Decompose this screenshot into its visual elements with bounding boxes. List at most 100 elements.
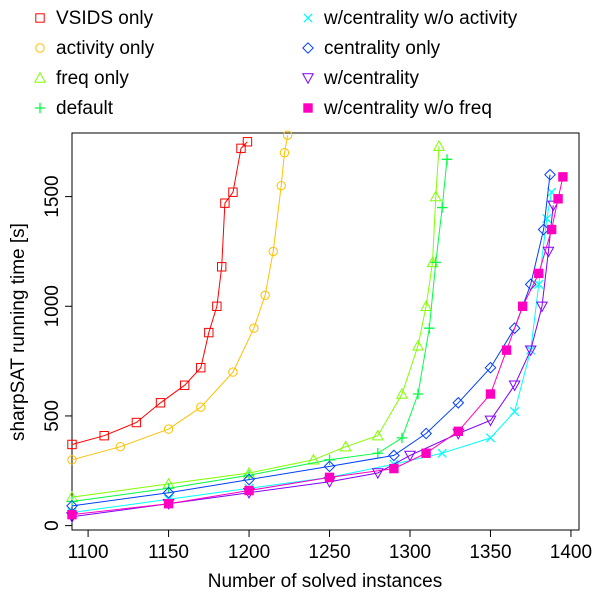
data-point <box>509 406 520 417</box>
x-axis: 1100 1150 1200 1250 1300 1350 1400 <box>68 530 592 563</box>
x-tick-label: 1300 <box>389 542 431 563</box>
data-point <box>542 246 555 258</box>
data-point <box>430 257 441 268</box>
plot-area <box>65 130 568 524</box>
data-point <box>429 190 442 202</box>
data-point <box>387 449 400 462</box>
legend-label-4: default <box>56 98 114 119</box>
data-point <box>371 429 384 441</box>
legend-marker-3 <box>33 71 47 83</box>
legend-symbol-3 <box>33 71 47 83</box>
series-line-1 <box>71 141 248 445</box>
legend-marker-6 <box>302 42 314 54</box>
data-point <box>508 380 521 392</box>
data-point <box>534 268 544 279</box>
data-point <box>228 367 238 377</box>
series-line-3 <box>71 146 440 498</box>
legend-label-3: freq only <box>56 68 129 89</box>
data-point <box>282 130 293 140</box>
data-point <box>501 345 512 355</box>
legend-symbol-4 <box>34 102 46 114</box>
data-point <box>411 339 425 351</box>
x-tick-label: 1400 <box>550 542 592 563</box>
y-tick-label: 500 <box>42 400 63 432</box>
legend-entry-6: centrality only <box>302 38 441 59</box>
data-point <box>163 498 174 509</box>
legend-entry-8: w/centrality w/o freq <box>303 98 492 119</box>
data-point <box>155 398 166 408</box>
legend-entry-3: freq only <box>33 68 129 89</box>
data-point <box>403 450 417 462</box>
data-point <box>484 361 497 374</box>
series-line-4 <box>71 159 448 502</box>
data-point <box>204 327 214 338</box>
legend-entry-5: w/centrality w/o activity <box>303 8 518 29</box>
series-8 <box>67 172 568 520</box>
x-tick-label: 1150 <box>148 542 189 563</box>
series-1 <box>67 137 253 450</box>
series-line-2 <box>71 135 289 461</box>
legend-symbol-5 <box>303 13 313 23</box>
legend-symbol-7 <box>301 73 315 85</box>
legend-label-8: w/centrality w/o freq <box>323 98 492 119</box>
y-tick-label: 1500 <box>42 175 63 217</box>
series-line-7 <box>71 205 554 518</box>
data-point <box>389 463 399 474</box>
data-point <box>115 441 125 452</box>
data-point <box>553 194 563 204</box>
legend-label-7: w/centrality <box>323 68 420 89</box>
data-point <box>542 213 552 224</box>
legend-symbol-8 <box>303 103 313 113</box>
data-point <box>420 300 433 311</box>
data-point <box>67 509 77 520</box>
legend: VSIDS only activity only freq only defau… <box>33 8 518 119</box>
y-axis: 0 500 1000 1500 <box>42 175 72 531</box>
data-point <box>243 473 255 486</box>
data-point <box>558 172 568 182</box>
plot-frame <box>71 132 580 531</box>
data-point <box>546 224 557 235</box>
data-point <box>67 439 77 450</box>
data-point <box>517 301 528 311</box>
legend-marker-8 <box>303 103 313 113</box>
data-point <box>324 454 335 466</box>
x-axis-label: Number of solved instances <box>208 571 442 592</box>
data-point <box>260 290 270 301</box>
data-point <box>67 455 77 465</box>
data-point <box>372 448 384 459</box>
data-point <box>179 380 190 390</box>
legend-label-1: VSIDS only <box>56 8 154 29</box>
data-point <box>485 433 496 443</box>
x-tick-label: 1250 <box>308 542 350 563</box>
data-point <box>432 139 446 151</box>
legend-symbol-1 <box>35 13 45 23</box>
data-point <box>307 453 320 465</box>
legend-marker-4 <box>34 102 46 114</box>
legend-symbol-6 <box>302 42 314 54</box>
series-2 <box>67 130 293 465</box>
data-point <box>220 198 230 208</box>
data-point <box>437 448 447 458</box>
x-tick-label: 1100 <box>68 542 109 563</box>
data-point <box>547 200 560 212</box>
x-tick-label: 1200 <box>228 542 270 563</box>
y-tick-label: 1000 <box>42 285 63 327</box>
legend-label-6: centrality only <box>324 38 441 59</box>
legend-entry-1: VSIDS only <box>35 8 154 29</box>
data-point <box>453 426 463 436</box>
data-point <box>396 432 408 444</box>
legend-marker-5 <box>303 13 313 23</box>
series-6 <box>66 168 556 512</box>
legend-marker-7 <box>301 73 315 85</box>
data-point <box>276 180 286 191</box>
data-point <box>339 440 352 452</box>
data-point <box>228 187 238 197</box>
legend-symbol-2 <box>35 43 45 53</box>
data-point <box>485 389 496 399</box>
data-point <box>524 345 537 357</box>
legend-marker-1 <box>35 13 45 23</box>
series-5 <box>67 187 557 518</box>
y-tick-label: 0 <box>42 520 63 531</box>
data-point <box>99 430 109 441</box>
